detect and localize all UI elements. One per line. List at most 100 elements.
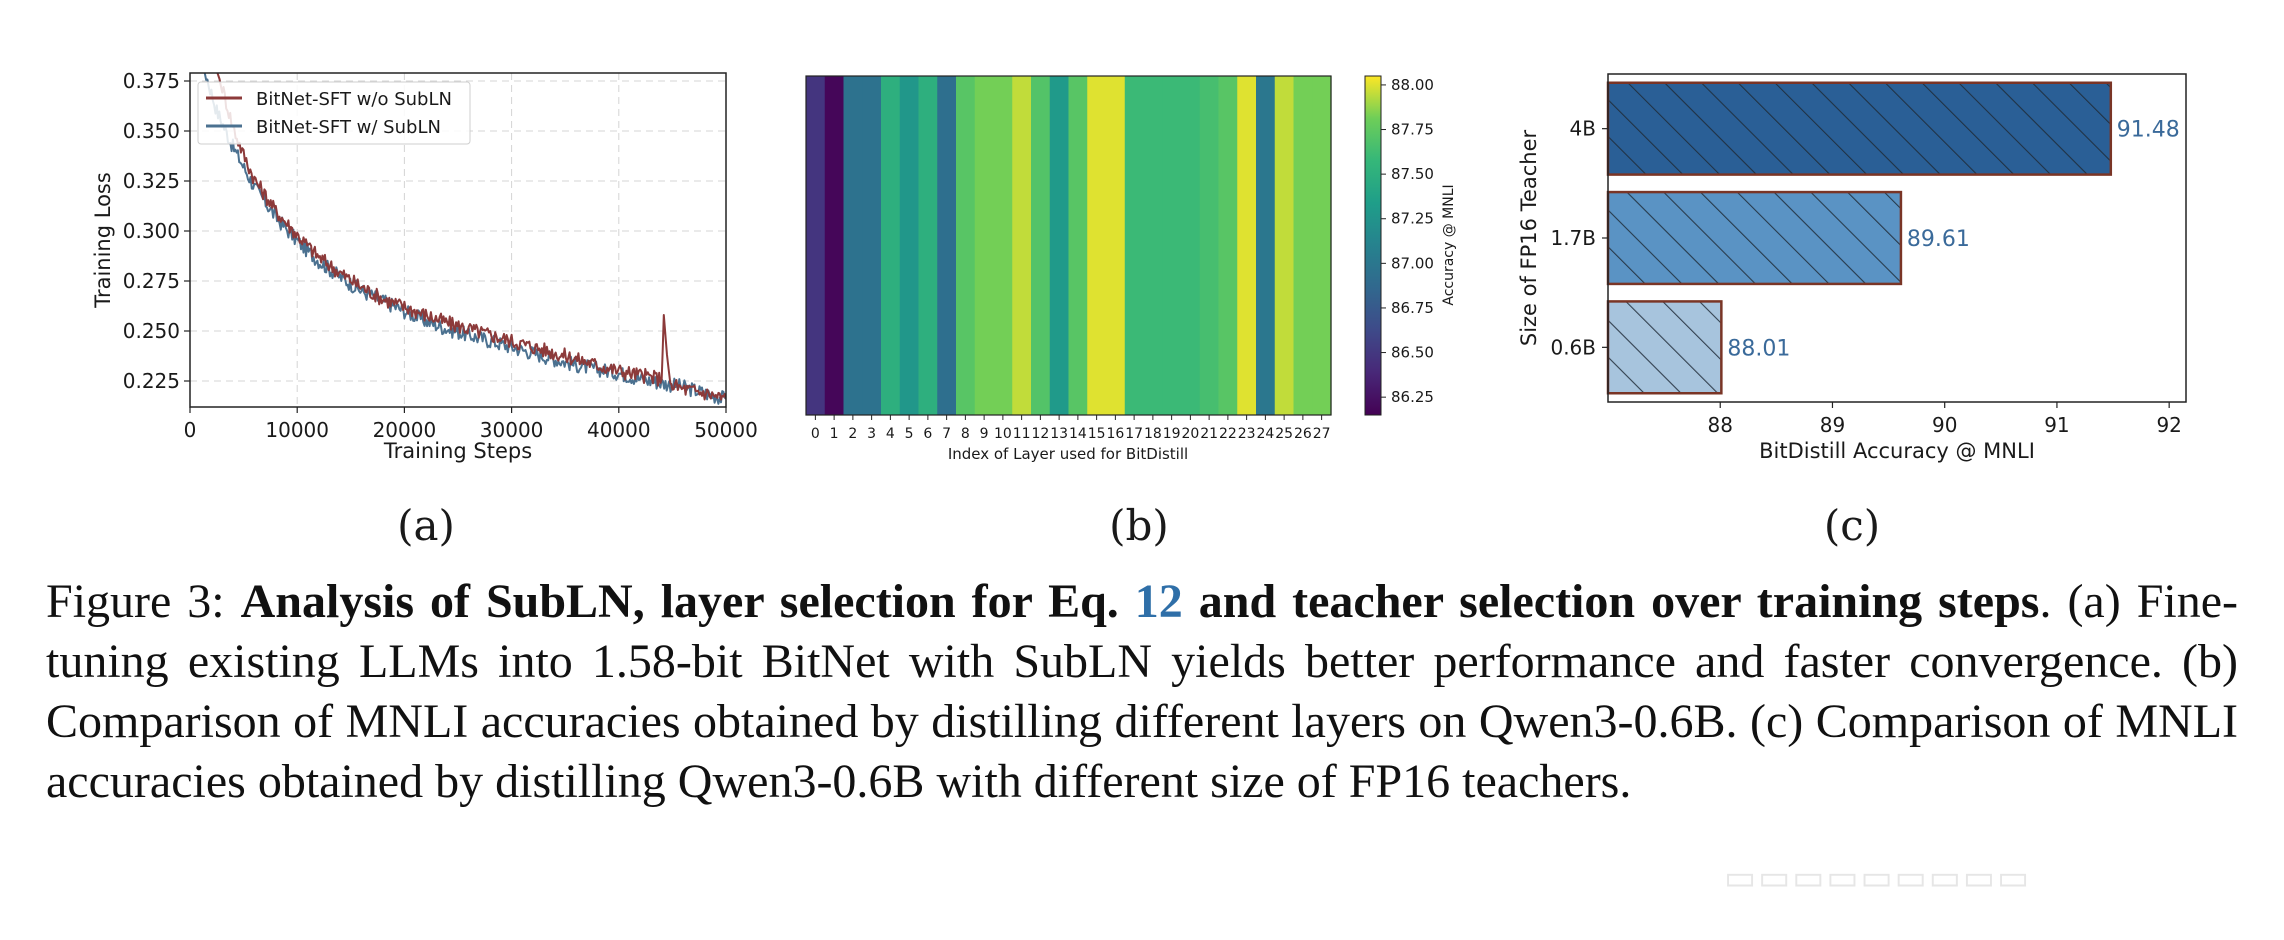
figure-caption: Figure 3: Analysis of SubLN, layer selec…	[46, 572, 2238, 812]
b-colorbar-tick-label: 87.25	[1391, 210, 1434, 228]
b-x-tick-label: 12	[1031, 426, 1049, 442]
b-x-tick-label: 2	[848, 426, 857, 442]
a-x-axis-label: Training Steps	[383, 439, 532, 463]
b-heatmap-cell	[881, 76, 901, 415]
b-heatmap-cell	[843, 76, 863, 415]
c-bars: 91.48 89.61 88.01	[1606, 81, 2180, 395]
b-heatmap-cell	[1087, 76, 1107, 415]
b-heatmap-cell	[806, 76, 826, 415]
b-colorbar	[1364, 75, 1382, 416]
caption-equation-ref[interactable]: 12	[1134, 575, 1183, 628]
a-y-tick-label: 0.375	[123, 69, 180, 93]
a-legend-label-w-subln: BitNet-SFT w/ SubLN	[256, 117, 441, 138]
b-colorbar-ticks: 86.25 86.50 86.75 87.00 87.25 87.50 87.75 88.00	[1381, 76, 1434, 406]
a-x-tick-label: 30000	[480, 418, 544, 442]
caption-body: (a) Fine-tuning existing LLMs into 1.58-…	[46, 575, 2239, 808]
b-heatmap-cell	[974, 76, 995, 415]
b-heatmap-cell	[1181, 76, 1201, 415]
c-bar-value-label: 89.61	[1907, 227, 1970, 252]
caption-period: .	[2039, 575, 2052, 628]
c-bar-hatch	[1606, 300, 1723, 395]
b-heatmap-cell	[1274, 76, 1295, 415]
b-x-tick-label: 16	[1106, 426, 1124, 442]
b-x-tick-label: 10	[994, 426, 1012, 442]
b-x-tick-label: 11	[1013, 426, 1031, 442]
b-heatmap-cell	[993, 76, 1013, 415]
c-x-tick-label: 89	[1820, 413, 1845, 437]
b-x-tick-label: 4	[886, 426, 895, 442]
b-heatmap-cell	[824, 76, 845, 415]
b-x-tick-label: 3	[867, 426, 876, 442]
b-x-tick-label: 21	[1200, 426, 1218, 442]
a-y-axis-ticks: 0.225 0.250 0.275 0.300 0.325 0.350 0.375	[123, 69, 190, 393]
b-colorbar-tick-label: 88.00	[1391, 76, 1434, 94]
b-colorbar-tick-label: 87.00	[1391, 254, 1434, 272]
a-y-tick-label: 0.300	[123, 219, 180, 243]
b-colorbar-tick-label: 86.25	[1391, 388, 1434, 406]
c-y-axis-ticks: 4B 1.7B 0.6B	[1550, 117, 1608, 359]
c-x-axis-ticks: 88 89 90 91 92	[1708, 402, 2182, 437]
b-x-tick-label: 5	[905, 426, 914, 442]
b-heatmap-cells	[806, 76, 1332, 415]
b-x-tick-label: 18	[1144, 426, 1162, 442]
a-y-tick-label: 0.275	[123, 269, 180, 293]
subfigure-label-c: (c)	[1824, 501, 1880, 550]
b-x-tick-label: 14	[1069, 426, 1087, 442]
b-heatmap-cell	[1143, 76, 1163, 415]
c-y-tick-label: 0.6B	[1550, 335, 1596, 359]
b-colorbar-label: Accuracy @ MNLI	[1441, 184, 1457, 305]
b-heatmap-cell	[1162, 76, 1182, 415]
c-bar-hatch	[1606, 81, 2113, 176]
b-colorbar-tick-label: 87.75	[1391, 121, 1434, 139]
a-y-axis-label: Training Loss	[91, 172, 115, 309]
b-x-tick-label: 23	[1238, 426, 1256, 442]
c-bar-hatch	[1606, 190, 1903, 286]
a-y-tick-label: 0.250	[123, 319, 180, 343]
caption-title: Analysis of SubLN, layer selection for E…	[241, 575, 2040, 628]
b-heatmap-cell	[956, 76, 976, 415]
c-x-tick-label: 90	[1932, 413, 1957, 437]
b-x-tick-label: 9	[980, 426, 989, 442]
subfigure-label-a: (a)	[397, 501, 455, 550]
b-x-tick-label: 24	[1256, 426, 1274, 442]
b-x-tick-label: 26	[1294, 426, 1312, 442]
a-legend-label-wo-subln: BitNet-SFT w/o SubLN	[256, 89, 452, 110]
b-heatmap-cell	[1068, 76, 1088, 415]
a-y-tick-label: 0.350	[123, 119, 180, 143]
b-heatmap-cell	[1199, 76, 1220, 415]
a-series-line	[203, 73, 726, 405]
b-heatmap-cell	[1312, 76, 1332, 415]
b-heatmap-cell	[1031, 76, 1051, 415]
c-bar-value-label: 88.01	[1727, 336, 1790, 361]
b-heatmap-cell	[918, 76, 938, 415]
c-y-tick-label: 1.7B	[1550, 226, 1596, 250]
b-plot-frame	[805, 75, 1332, 416]
b-x-tick-label: 7	[942, 426, 951, 442]
b-x-tick-label: 1	[830, 426, 839, 442]
b-x-tick-label: 13	[1050, 426, 1068, 442]
b-x-tick-label: 20	[1181, 426, 1199, 442]
a-x-tick-label: 10000	[265, 418, 329, 442]
watermark: ▭▭▭▭▭▭▭▭▭	[1724, 859, 2032, 897]
c-x-tick-label: 88	[1708, 413, 1733, 437]
b-x-axis-ticks: 0 1 2 3 4 5 6 7 8 9 10 11 12 13 14 15 16 17 18 19 20 21 22 23 24…	[811, 415, 1331, 442]
caption-prefix: Figure 3:	[46, 575, 241, 628]
subfigure-label-b: (b)	[1109, 501, 1169, 550]
c-x-tick-label: 91	[2044, 413, 2069, 437]
b-x-tick-label: 8	[961, 426, 970, 442]
a-y-tick-label: 0.325	[123, 169, 180, 193]
b-heatmap-cell	[1124, 76, 1145, 415]
b-heatmap-cell	[1293, 76, 1313, 415]
b-heatmap-cell	[862, 76, 882, 415]
b-x-tick-label: 17	[1125, 426, 1143, 442]
a-series-lines	[203, 73, 726, 405]
c-y-tick-label: 4B	[1570, 117, 1596, 141]
caption-title-end: and teacher selection over training step…	[1182, 575, 2040, 628]
b-heatmap-cell	[1049, 76, 1070, 415]
a-plot-frame	[189, 72, 727, 408]
c-x-tick-label: 92	[2156, 413, 2181, 437]
b-heatmap-cell	[1106, 76, 1126, 415]
a-x-tick-label: 50000	[694, 418, 758, 442]
a-x-tick-label: 0	[184, 418, 197, 442]
b-x-tick-label: 22	[1219, 426, 1237, 442]
